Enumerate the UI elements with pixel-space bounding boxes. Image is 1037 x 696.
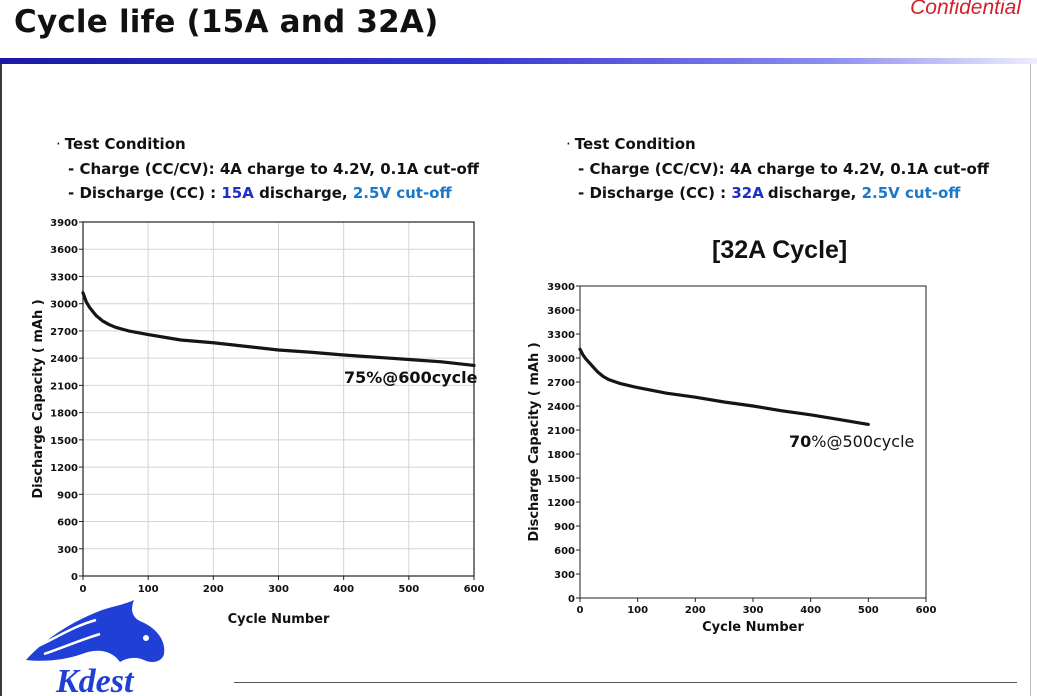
y-tick-label: 1200	[547, 498, 575, 509]
right-charge-line: - Charge (CC/CV): 4A charge to 4.2V, 0.1…	[578, 159, 990, 178]
left-discharge-line: - Discharge (CC) : 15A discharge, 2.5V c…	[56, 181, 479, 206]
y-tick-label: 900	[57, 490, 78, 501]
left-heading-text: Test Condition	[64, 135, 186, 153]
y-tick-label: 0	[568, 594, 575, 605]
title-underline-bar	[0, 58, 1037, 64]
x-tick-label: 100	[627, 605, 648, 616]
y-tick-label: 2100	[50, 381, 78, 392]
slide-title: Cycle life (15A and 32A)	[14, 4, 439, 40]
bullet: ·	[56, 135, 61, 153]
y-tick-label: 3300	[547, 330, 575, 341]
annotation-text: %@600cycle	[366, 368, 478, 387]
left-condition-heading: · Test Condition	[56, 132, 479, 157]
y-tick-label: 1800	[547, 450, 575, 461]
y-tick-label: 2700	[547, 378, 575, 389]
annotation-percent: 70	[789, 432, 812, 451]
y-tick-label: 1800	[50, 409, 78, 420]
right-discharge-cutoff: 2.5V cut-off	[861, 184, 961, 202]
y-tick-label: 1500	[50, 436, 78, 447]
series-line	[578, 347, 870, 426]
y-tick-label: 900	[554, 522, 575, 533]
x-tick-label: 500	[398, 584, 419, 595]
confidential-label: Confidential	[910, 0, 1021, 19]
y-axis-label: Discharge Capacity ( mAh )	[31, 299, 46, 498]
right-discharge-prefix: - Discharge (CC) :	[578, 184, 732, 202]
y-tick-label: 3900	[50, 218, 78, 229]
x-tick-label: 0	[577, 605, 584, 616]
y-tick-label: 3600	[50, 245, 78, 256]
left-discharge-cutoff: 2.5V cut-off	[352, 184, 452, 202]
y-tick-label: 1200	[50, 463, 78, 474]
chart-32a-annotation: 70%@500cycle	[789, 432, 914, 451]
left-test-condition: · Test Condition - Charge (CC/CV): 4A cha…	[56, 132, 479, 206]
series-line	[81, 291, 476, 368]
y-tick-label: 3000	[547, 354, 575, 365]
left-discharge-mid: discharge,	[253, 184, 353, 202]
y-tick-label: 0	[71, 572, 78, 583]
y-tick-label: 300	[57, 545, 78, 556]
y-tick-label: 2700	[50, 327, 78, 338]
y-axis-label: Discharge Capacity ( mAh )	[527, 342, 542, 541]
bullet: ·	[566, 135, 571, 153]
x-tick-label: 300	[268, 584, 289, 595]
annotation-text: %@500cycle	[811, 432, 915, 451]
y-tick-label: 3000	[50, 300, 78, 311]
y-tick-label: 2400	[50, 354, 78, 365]
y-tick-label: 600	[554, 546, 575, 557]
x-tick-label: 200	[203, 584, 224, 595]
x-axis-label: Cycle Number	[228, 612, 330, 627]
x-tick-label: 400	[333, 584, 354, 595]
chart-32a-title: [32A Cycle]	[712, 236, 848, 264]
x-tick-label: 100	[138, 584, 159, 595]
y-tick-label: 600	[57, 518, 78, 529]
x-tick-label: 200	[685, 605, 706, 616]
left-charge-line: - Charge (CC/CV): 4A charge to 4.2V, 0.1…	[68, 159, 480, 178]
x-tick-label: 600	[916, 605, 937, 616]
right-discharge-mid: discharge,	[767, 184, 862, 202]
x-tick-label: 400	[800, 605, 821, 616]
y-tick-label: 300	[554, 570, 575, 581]
right-test-condition: · Test Condition - Charge (CC/CV): 4A cha…	[566, 132, 989, 206]
right-discharge-line: - Discharge (CC) : 32A discharge, 2.5V cu…	[566, 181, 989, 206]
x-tick-label: 500	[858, 605, 879, 616]
y-tick-label: 3900	[547, 282, 575, 293]
right-border-line	[1030, 64, 1031, 696]
chart-15a-annotation: 75%@600cycle	[344, 368, 477, 387]
annotation-percent: 75	[344, 368, 367, 387]
logo-text: Kdest	[55, 663, 135, 696]
x-tick-label: 300	[743, 605, 764, 616]
right-heading-text: Test Condition	[574, 135, 696, 153]
y-tick-label: 3300	[50, 272, 78, 283]
y-tick-label: 3600	[547, 306, 575, 317]
x-axis-label: Cycle Number	[702, 620, 804, 635]
y-tick-label: 2400	[547, 402, 575, 413]
y-tick-label: 2100	[547, 426, 575, 437]
y-tick-label: 1500	[547, 474, 575, 485]
left-discharge-current: 15A	[221, 184, 254, 202]
x-tick-label: 600	[464, 584, 485, 595]
right-condition-heading: · Test Condition	[566, 132, 989, 157]
kdest-logo: Kdest	[26, 600, 165, 696]
footer-rule	[234, 682, 1017, 683]
right-discharge-current: 32A	[731, 184, 764, 202]
left-discharge-prefix: - Discharge (CC) :	[68, 184, 222, 202]
left-border-line	[0, 64, 2, 696]
x-tick-label: 0	[80, 584, 87, 595]
